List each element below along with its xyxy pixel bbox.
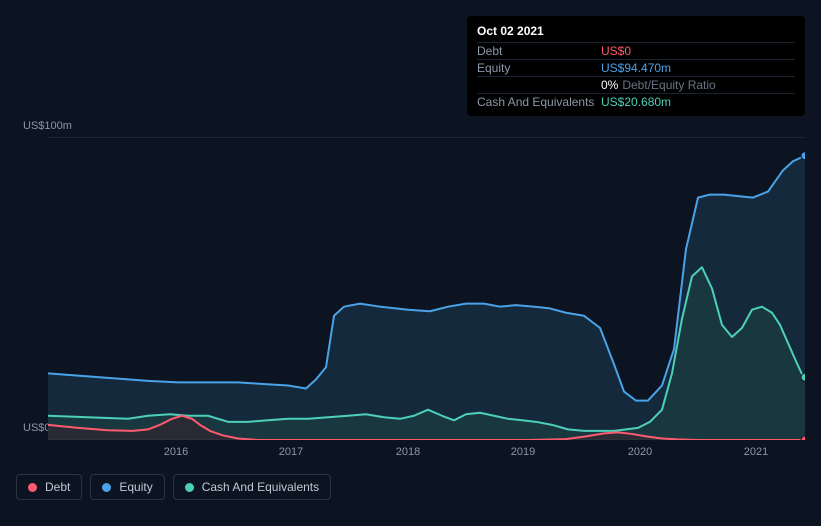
legend-item-debt[interactable]: Debt	[16, 474, 82, 500]
tooltip-label: Cash And Equivalents	[477, 95, 601, 109]
tooltip-row-equity: Equity US$94.470m	[477, 59, 795, 76]
tooltip-row-cash: Cash And Equivalents US$20.680m	[477, 93, 795, 110]
legend-label: Equity	[119, 480, 152, 494]
tooltip-row-ratio: 0% Debt/Equity Ratio	[477, 76, 795, 93]
legend-swatch	[185, 483, 194, 492]
x-axis-label: 2017	[279, 446, 303, 458]
tooltip-ratio: 0% Debt/Equity Ratio	[601, 78, 716, 92]
legend: Debt Equity Cash And Equivalents	[16, 474, 331, 500]
x-axis-labels: 2016 2017 2018 2019 2020 2021	[48, 446, 805, 466]
y-axis-label-bottom: US$0	[23, 422, 51, 434]
legend-item-equity[interactable]: Equity	[90, 474, 164, 500]
plot-area[interactable]	[48, 137, 805, 440]
chart-svg	[48, 137, 805, 440]
tooltip-date: Oct 02 2021	[477, 22, 795, 42]
legend-swatch	[28, 483, 37, 492]
tooltip-row-debt: Debt US$0	[477, 42, 795, 59]
tooltip-value: US$20.680m	[601, 95, 671, 109]
legend-label: Debt	[45, 480, 70, 494]
ratio-value: 0%	[601, 78, 618, 92]
x-axis-label: 2018	[396, 446, 420, 458]
tooltip-label	[477, 78, 601, 92]
y-axis-label-top: US$100m	[23, 120, 72, 132]
tooltip-value: US$94.470m	[601, 61, 671, 75]
x-axis-label: 2019	[511, 446, 535, 458]
legend-label: Cash And Equivalents	[202, 480, 319, 494]
x-axis-label: 2020	[628, 446, 652, 458]
x-axis-label: 2021	[744, 446, 768, 458]
legend-swatch	[102, 483, 111, 492]
chart-container: US$100m US$0 2016 2017 2018 2019 2020 2021 De…	[16, 120, 805, 510]
ratio-label: Debt/Equity Ratio	[622, 78, 715, 92]
x-axis-label: 2016	[164, 446, 188, 458]
tooltip-value: US$0	[601, 44, 631, 58]
tooltip-label: Equity	[477, 61, 601, 75]
tooltip-label: Debt	[477, 44, 601, 58]
legend-item-cash[interactable]: Cash And Equivalents	[173, 474, 331, 500]
hover-tooltip: Oct 02 2021 Debt US$0 Equity US$94.470m …	[467, 16, 805, 116]
